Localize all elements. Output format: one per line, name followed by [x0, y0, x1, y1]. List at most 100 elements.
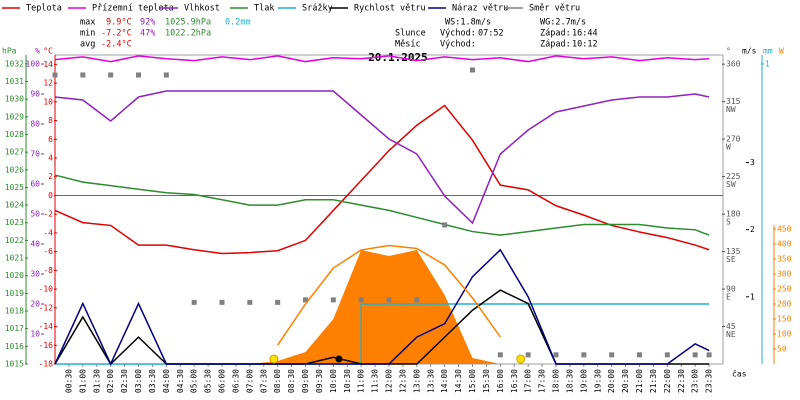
- x-tick-label: 00:30: [64, 369, 73, 393]
- y-tick-label: 200: [777, 300, 792, 309]
- x-tick-label: 08:30: [287, 369, 296, 393]
- y-tick-label: 90: [30, 90, 40, 99]
- y-tick-label: 4: [48, 154, 53, 163]
- x-tick-label: 12:00: [385, 369, 394, 393]
- y-tick-label: 250: [777, 285, 792, 294]
- y-tick-label: 135: [726, 247, 741, 256]
- stats: max 9.9°C 92% 1025.9hPa 0.2mm min -7.2°C…: [80, 18, 598, 50]
- y-tick-label: 30: [30, 270, 40, 279]
- y-tick-label: 1026: [5, 165, 24, 174]
- y-tick-label: 1032: [5, 59, 24, 68]
- x-tick-label: 14:30: [454, 369, 463, 393]
- axis-unit: °: [726, 47, 731, 56]
- stat: -7.2°C: [101, 29, 132, 39]
- sun-marker: [516, 354, 526, 364]
- stat: 9.9°C: [106, 18, 132, 28]
- series-area: [55, 250, 710, 364]
- y-tick-label: -8: [43, 266, 53, 275]
- wind-direction-point: [275, 299, 281, 305]
- y-tick-label: 14: [43, 60, 53, 69]
- stat-label: avg: [80, 40, 95, 50]
- wind-direction-point: [108, 72, 114, 78]
- stat: 10:12: [572, 40, 598, 50]
- axis-unit: m/s: [742, 47, 757, 56]
- stat: 1022.2hPa: [165, 29, 211, 39]
- y-tick-label: 180: [726, 210, 741, 219]
- y-tick-label: 90: [726, 285, 736, 294]
- y-tick-label: 1028: [5, 130, 24, 139]
- x-tick-label: 05:00: [190, 369, 199, 393]
- legend-label: Směr větru: [529, 4, 580, 14]
- series-line: [54, 90, 710, 225]
- x-tick-label: 13:00: [412, 369, 421, 393]
- x-tick-label: 12:30: [398, 369, 407, 393]
- y-tick-label: 1015: [5, 360, 24, 369]
- legend-label: Náraz větru: [452, 4, 508, 14]
- x-tick-label: 17:00: [524, 369, 533, 393]
- y-tick-label: 150: [777, 315, 792, 324]
- y-tick-label: 6: [48, 135, 53, 144]
- y-tick-label: 1016: [5, 342, 24, 351]
- wind-direction-point: [442, 222, 448, 228]
- y-tick-label: 50: [777, 345, 787, 354]
- x-tick-label: 01:00: [78, 369, 87, 393]
- y-tick-label: 100: [26, 60, 41, 69]
- x-tick-label: 22:30: [677, 369, 686, 393]
- stat-label: min: [80, 29, 95, 39]
- y-tick-label: 1031: [5, 77, 24, 86]
- series-line: [54, 174, 710, 236]
- x-tick-label: 07:00: [245, 369, 254, 393]
- y-tick-label: 2: [48, 172, 53, 181]
- x-tick-label: 09:30: [315, 369, 324, 393]
- y-tick-label: 3: [750, 158, 755, 167]
- wind-direction-point: [330, 297, 336, 303]
- y-tick-label: -6: [43, 247, 53, 256]
- x-tick-label: 11:00: [357, 369, 366, 393]
- wind-direction-point: [414, 297, 420, 303]
- y-tick-label: 100: [777, 330, 792, 339]
- stat: 1025.9hPa: [165, 18, 211, 28]
- y-tick-label: 2: [750, 225, 755, 234]
- stat: 0.2mm: [225, 18, 251, 28]
- legend-label: Teplota: [26, 4, 62, 14]
- series-line: [54, 55, 710, 63]
- x-tick-label: 20:30: [621, 369, 630, 393]
- x-tick-label: 04:00: [162, 369, 171, 393]
- y-tick-label: 10: [43, 97, 53, 106]
- x-tick-label: 02:30: [120, 369, 129, 393]
- x-tick-label: 04:30: [176, 369, 185, 393]
- x-tick-label: 19:30: [593, 369, 602, 393]
- y-tick-label: 1017: [5, 324, 24, 333]
- y-tick-label: -18: [39, 360, 54, 369]
- axis-unit: %: [35, 47, 40, 56]
- legend-label: Přízemní teplota: [92, 4, 174, 14]
- y-tick-label: 10: [30, 330, 40, 339]
- y-tick-label: -2: [43, 210, 53, 219]
- axis-unit: W: [779, 47, 784, 56]
- x-tick-label: 21:00: [635, 369, 644, 393]
- x-tick-label: 23:30: [705, 369, 714, 393]
- y-tick-label: 1025: [5, 183, 24, 192]
- y-tick-name: S: [726, 218, 731, 227]
- x-tick-label: 06:00: [218, 369, 227, 393]
- axis-unit: mm: [763, 47, 773, 56]
- wind-direction-point: [358, 297, 364, 303]
- x-tick-label: 08:00: [273, 369, 282, 393]
- y-tick-label: 1018: [5, 307, 24, 316]
- stat: WG:2.7m/s: [540, 18, 586, 28]
- stat: 16:44: [572, 29, 598, 39]
- x-tick-label: 21:30: [649, 369, 658, 393]
- stat: WS:1.8m/s: [445, 18, 491, 28]
- moon-marker: [335, 355, 343, 363]
- y-tick-label: -12: [39, 303, 54, 312]
- wind-direction-point: [52, 72, 58, 78]
- y-tick-label: 360: [726, 60, 741, 69]
- y-tick-name: SW: [726, 180, 736, 189]
- wind-direction-point: [553, 352, 559, 358]
- y-tick-label: -10: [39, 285, 54, 294]
- x-tick-label: 22:00: [663, 369, 672, 393]
- legend-label: Tlak: [254, 4, 274, 14]
- wind-direction-point: [163, 72, 169, 78]
- wind-direction-point: [303, 297, 308, 303]
